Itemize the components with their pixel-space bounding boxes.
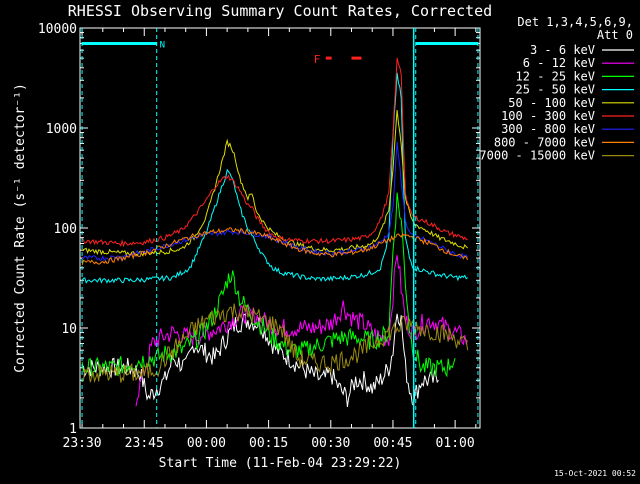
legend-label: 800 - 7000 keV [494, 135, 595, 149]
legend-label: 100 - 300 keV [501, 109, 595, 123]
series-line-8 [81, 303, 469, 384]
legend-label: 7000 - 15000 keV [479, 149, 595, 163]
series-layer [81, 57, 469, 407]
legend-label: 300 - 800 keV [501, 122, 595, 136]
series-line-4 [81, 109, 468, 257]
series-line-7 [81, 226, 469, 266]
generation-timestamp: 15-Oct-2021 00:52 [554, 469, 636, 478]
series-line-5 [81, 57, 468, 248]
y-tick-label: 10 [61, 322, 77, 337]
y-tick-labels: 1 10 100 1000 10000 [38, 22, 77, 437]
legend-label: 50 - 100 keV [508, 96, 595, 110]
series-line-2 [81, 192, 456, 378]
x-tick-label: 23:45 [125, 436, 164, 451]
legend-header-line-1: Det 1,3,4,5,6,9, [517, 15, 633, 29]
x-tick-label: 23:30 [63, 436, 102, 451]
x-tick-label: 00:15 [249, 436, 288, 451]
y-tick-label: 10000 [38, 22, 77, 37]
y-tick-label: 1000 [46, 122, 77, 137]
legend-header-line-2: Att 0 [597, 28, 633, 42]
legend-label: 3 - 6 keV [530, 43, 595, 57]
legend-label: 25 - 50 keV [516, 83, 595, 97]
series-line-0 [81, 313, 439, 407]
flare-marker-label: F [314, 53, 321, 66]
legend-label: 12 - 25 keV [516, 69, 595, 83]
annotation-layer: NF [81, 28, 479, 428]
x-tick-label: 00:45 [373, 436, 412, 451]
series-line-3 [81, 72, 468, 284]
y-tick-label: 1 [69, 422, 77, 437]
x-tick-labels: 23:30 23:45 00:00 00:15 00:30 00:45 01:00 [63, 436, 475, 451]
y-axis-label: Corrected Count Rate (s⁻¹ detector⁻¹) [13, 83, 28, 373]
x-tick-label: 01:00 [436, 436, 475, 451]
legend-label: 6 - 12 keV [523, 56, 595, 70]
x-tick-label: 00:00 [187, 436, 226, 451]
y-tick-label: 100 [54, 222, 77, 237]
x-tick-label: 00:30 [311, 436, 350, 451]
chart-title: RHESSI Observing Summary Count Rates, Co… [68, 2, 492, 20]
night-marker-label: N [160, 40, 165, 50]
x-axis-label: Start Time (11-Feb-04 23:29:22) [159, 456, 402, 471]
